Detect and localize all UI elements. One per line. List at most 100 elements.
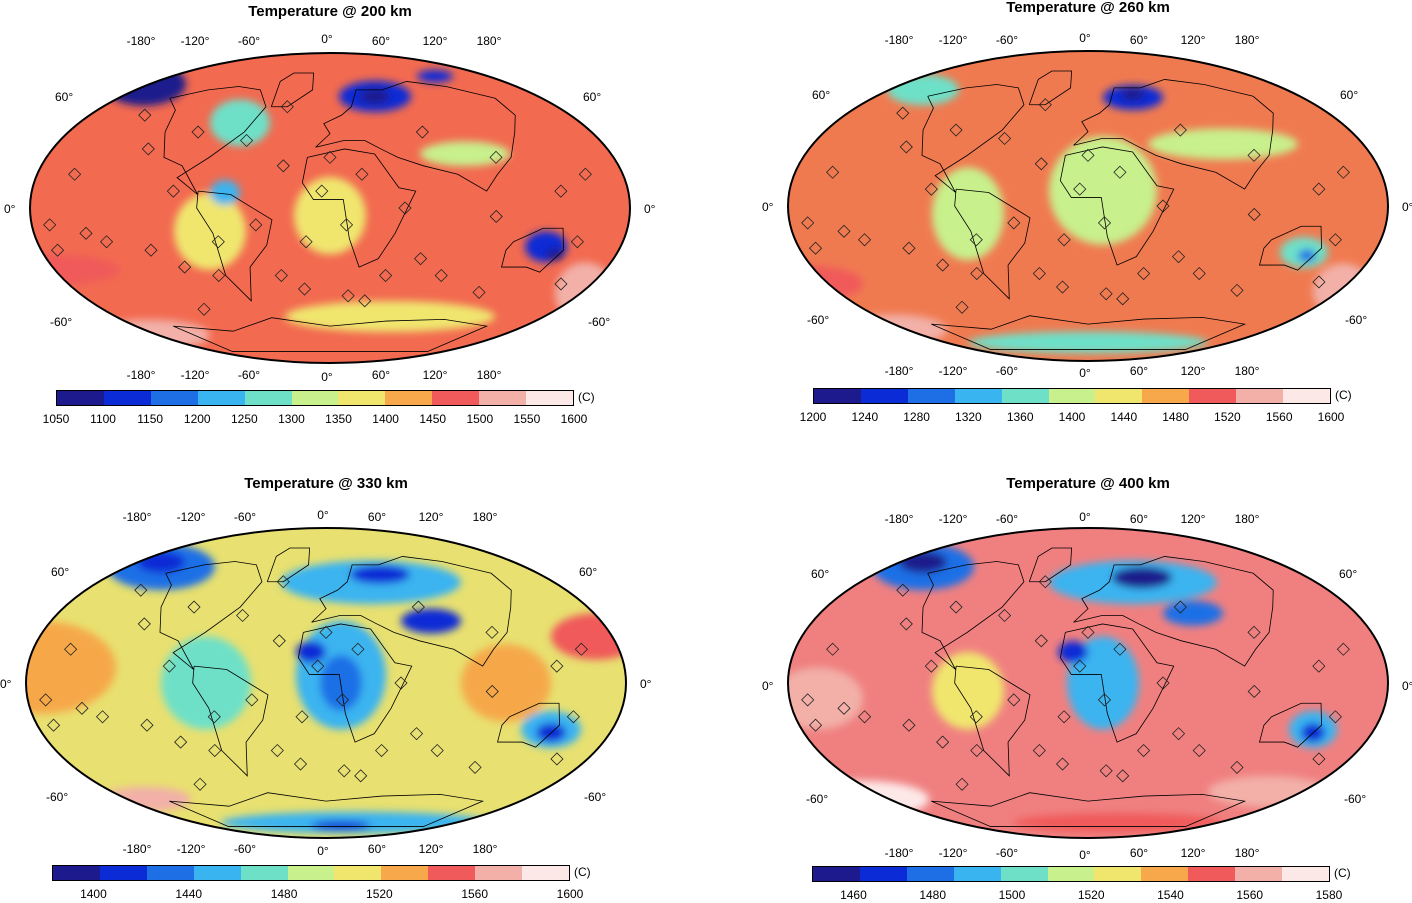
hotspot-marker [375,743,389,758]
coastline [1073,79,1274,190]
longitude-label-bottom: -180° [122,842,152,856]
temperature-anomaly [1121,88,1145,101]
hotspot-marker [43,218,57,232]
hotspot-marker [295,710,309,724]
colorbar-tick-label: 1440 [1110,410,1138,424]
hotspot-marker [1247,684,1261,699]
temperature-anomaly [350,565,410,584]
colorbar-tick-label: 1560 [1265,410,1293,424]
coastline [311,556,512,667]
colorbar [56,390,574,406]
colorbar-tick-label: 1600 [1317,410,1345,424]
longitude-label-top: 180° [1234,512,1260,526]
hotspot-marker [550,659,564,673]
hotspot-marker [162,659,176,673]
longitude-label-bottom: 180° [472,842,498,856]
colorbar-swatch [522,866,569,880]
hotspot-marker [550,752,564,766]
panel-title: Temperature @ 200 km [248,3,412,20]
hotspot-marker [1034,157,1048,171]
hotspot-marker [970,266,984,281]
latitude-label-left: 0° [762,200,774,214]
hotspot-marker [95,710,110,724]
hotspot-marker [1081,625,1095,639]
hotspot-marker [1038,575,1052,589]
hotspot-marker [574,642,588,656]
colorbar-swatch [146,866,194,880]
longitude-label-bottom: 60° [367,842,387,856]
colorbar-tick-label: 1300 [278,412,305,426]
hotspot-marker [924,182,938,196]
hotspot-marker [801,216,815,230]
temperature-anomaly [968,331,1208,354]
longitude-label-top: -60° [995,33,1019,47]
latitude-label-right: 0° [640,677,652,691]
hotspot-marker [809,241,823,255]
coastline [266,547,311,583]
hotspot-marker [1312,752,1326,766]
colorbar-tick-label: 1360 [1006,410,1034,424]
latitude-label-right: -60° [588,315,611,329]
colorbar-swatch [193,866,241,880]
latitude-label-left: -60° [50,315,73,329]
colorbar-swatch [1142,389,1190,403]
colorbar-unit: (C) [1334,866,1351,880]
latitude-label-right: 60° [579,565,598,579]
colorbar-swatch [99,866,147,880]
hotspot-marker [434,268,448,283]
latitude-label-left: -60° [46,790,69,804]
colorbar-swatch [1047,867,1095,881]
hotspot-marker [1073,659,1087,673]
hotspot-marker [351,642,365,656]
longitude-label-top: 120° [422,34,448,48]
hotspot-marker [1007,693,1021,707]
latitude-label-left: 60° [51,565,70,579]
colorbar-tick-label: 1400 [372,412,399,426]
hotspot-marker [1032,266,1046,281]
latitude-label-right: 60° [1340,88,1359,102]
colorbar-tick-label: 1400 [1058,410,1086,424]
hotspot-marker [936,735,950,749]
hotspot-marker [809,718,823,732]
hotspot-marker [998,131,1012,146]
colorbar-swatch [385,391,433,405]
colorbar-tick-label: 1500 [998,888,1026,902]
longitude-label-top: 60° [1129,512,1149,526]
hotspot-marker [936,258,950,272]
hotspot-marker [1097,216,1112,230]
hotspot-marker [1032,743,1046,758]
hotspot-marker [299,235,313,249]
colorbar-swatch [150,391,198,405]
latitude-label-right: -60° [1345,313,1368,327]
latitude-label-left: 0° [762,679,774,693]
colorbar-tick-label: 1460 [840,888,867,902]
hotspot-marker [207,710,221,724]
longitude-label-bottom: -60° [233,842,257,856]
colorbar-swatch [1141,867,1189,881]
hotspot-marker [335,693,350,707]
hotspot-marker [902,718,916,732]
longitude-label-top: -120° [176,510,206,524]
coastline [159,561,263,670]
hotspot-marker [837,701,851,715]
colorbar-swatch [907,389,955,403]
coastline [921,561,1025,670]
hotspot-marker [140,718,154,732]
colorbar-tick-label: 1550 [513,412,541,426]
latitude-label-right: -60° [584,790,607,804]
hotspot-marker [319,625,333,639]
coastline [501,227,564,273]
colorbar-unit: (C) [578,390,595,404]
hotspot-marker [276,575,290,589]
longitude-label-bottom: 180° [1234,364,1260,378]
colorbar-swatch [1236,389,1284,403]
panel-title: Temperature @ 330 km [244,475,408,492]
hotspot-marker [1034,634,1048,648]
colorbar-tick-label: 1200 [799,410,827,424]
hotspot-marker [141,142,155,156]
temperature-anomaly [311,820,371,831]
colorbar-tick-label: 1500 [466,412,494,426]
colorbar-tick-label: 1400 [80,887,107,901]
hotspot-marker [1247,207,1261,222]
colorbar-tick-label: 1240 [851,410,879,424]
